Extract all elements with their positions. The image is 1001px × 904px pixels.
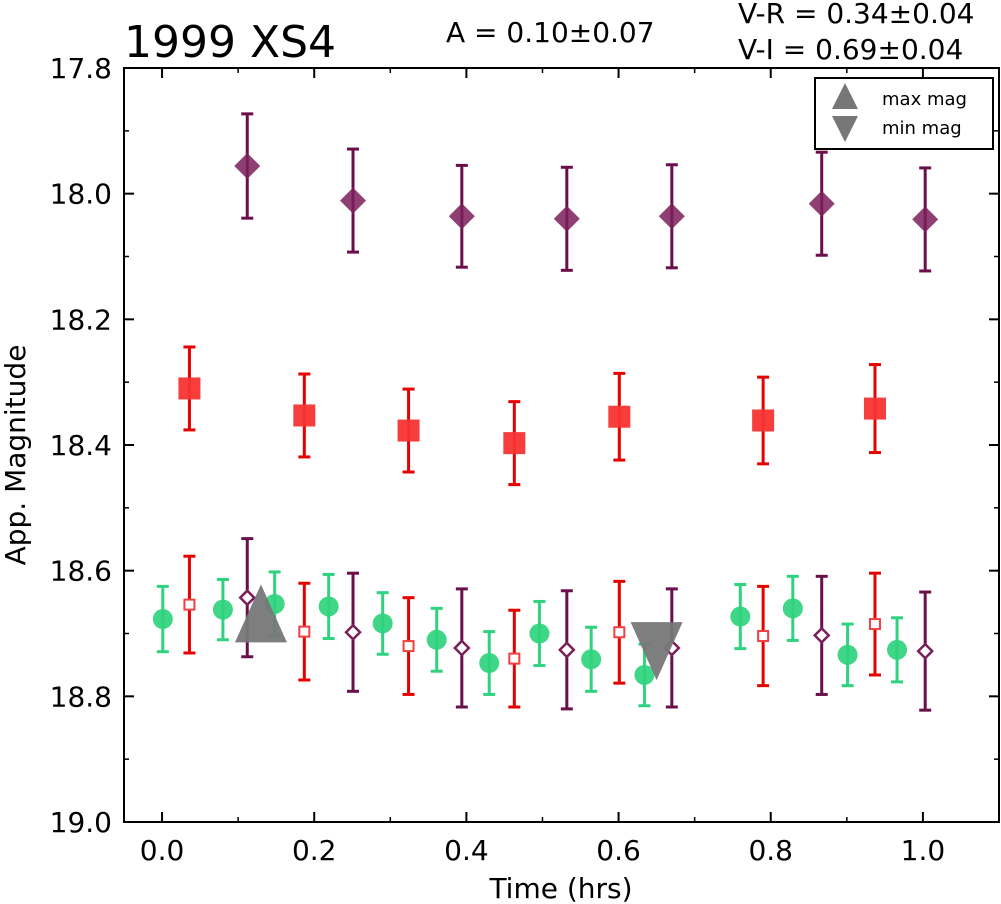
y-tick-label: 19.0 bbox=[50, 806, 112, 839]
v-i-annotation: V-I = 0.69±0.04 bbox=[738, 33, 963, 66]
y-tick-label: 18.8 bbox=[50, 680, 112, 713]
data-point bbox=[808, 190, 835, 217]
data-point bbox=[212, 599, 233, 620]
data-point bbox=[730, 606, 751, 627]
data-point bbox=[613, 626, 626, 639]
data-point bbox=[752, 409, 775, 432]
data-point bbox=[340, 187, 367, 214]
data-point bbox=[479, 653, 500, 674]
legend-min-icon bbox=[832, 116, 858, 142]
data-point bbox=[178, 377, 201, 400]
series-3 bbox=[183, 554, 881, 709]
data-point bbox=[238, 588, 257, 607]
data-point bbox=[503, 432, 526, 455]
y-tick-label: 17.8 bbox=[50, 52, 112, 85]
x-tick-label: 0.8 bbox=[748, 834, 793, 867]
data-point bbox=[837, 644, 858, 665]
legend-max-icon bbox=[832, 83, 858, 109]
data-point bbox=[402, 640, 415, 653]
series-1 bbox=[178, 345, 886, 487]
x-tick-label: 0.2 bbox=[292, 834, 337, 867]
x-tick-label: 0.0 bbox=[140, 834, 185, 867]
data-point bbox=[634, 664, 655, 685]
y-tick-label: 18.0 bbox=[50, 178, 112, 211]
data-point bbox=[234, 153, 261, 180]
x-axis: 0.0 0.2 0.4 0.6 0.8 1.0 bbox=[140, 68, 945, 867]
x-tick-label: 0.6 bbox=[596, 834, 641, 867]
v-r-annotation: V-R = 0.34±0.04 bbox=[738, 0, 974, 30]
data-point bbox=[426, 629, 447, 650]
data-point bbox=[916, 642, 934, 660]
data-point bbox=[757, 630, 770, 643]
data-point bbox=[558, 641, 576, 659]
data-point bbox=[453, 639, 471, 657]
y-tick-label: 18.6 bbox=[50, 555, 112, 588]
y-axis: 17.8 18.0 18.2 18.4 18.6 18.8 19.0 bbox=[50, 52, 999, 839]
data-point bbox=[152, 609, 173, 630]
series-4 bbox=[238, 537, 934, 712]
x-axis-label: Time (hrs) bbox=[488, 872, 632, 904]
data-point bbox=[658, 203, 685, 230]
series-0 bbox=[234, 112, 939, 273]
x-tick-label: 0.4 bbox=[444, 834, 489, 867]
data-point bbox=[608, 405, 631, 428]
data-point bbox=[912, 206, 939, 233]
data-point bbox=[812, 626, 831, 645]
data-point bbox=[868, 618, 881, 631]
data-point bbox=[298, 625, 311, 638]
y-axis-label: App. Magnitude bbox=[0, 345, 32, 566]
max-mag-marker bbox=[234, 584, 287, 643]
y-tick-label: 18.2 bbox=[50, 303, 112, 336]
data-point bbox=[863, 397, 886, 420]
amplitude-annotation: A = 0.10±0.07 bbox=[446, 16, 655, 49]
data-point bbox=[581, 649, 602, 670]
data-point bbox=[529, 623, 550, 644]
data-point bbox=[318, 596, 339, 617]
x-tick-label: 1.0 bbox=[901, 834, 946, 867]
legend-label: min mag bbox=[882, 118, 962, 139]
data-point bbox=[448, 203, 475, 230]
data-point bbox=[293, 404, 316, 427]
data-point bbox=[397, 419, 420, 442]
plot-area bbox=[152, 112, 939, 712]
data-point bbox=[553, 205, 580, 232]
data-point bbox=[782, 598, 803, 619]
data-point bbox=[887, 639, 908, 660]
y-tick-label: 18.4 bbox=[50, 429, 112, 462]
legend-label: max mag bbox=[882, 89, 967, 110]
data-point bbox=[508, 652, 521, 665]
legend: max mag min mag bbox=[814, 77, 994, 150]
chart-title: 1999 XS4 bbox=[124, 17, 336, 68]
data-point bbox=[344, 623, 362, 642]
data-point bbox=[372, 613, 393, 634]
min-mag-marker bbox=[630, 622, 683, 681]
data-point bbox=[183, 598, 196, 611]
series-2 bbox=[152, 570, 908, 708]
